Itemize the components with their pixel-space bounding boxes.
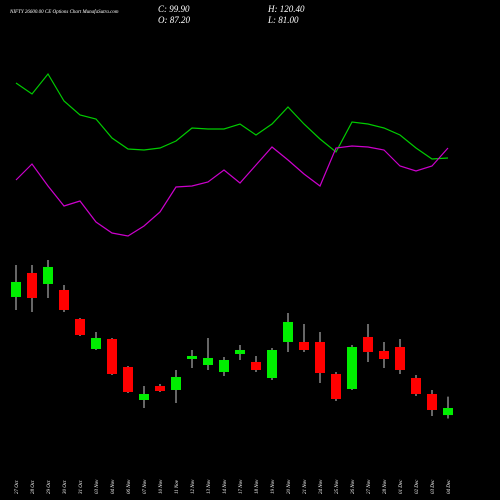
candle-body xyxy=(171,376,181,390)
x-tick-label: 04 Nov xyxy=(111,479,116,494)
candle-body xyxy=(91,337,101,349)
candle-body xyxy=(267,349,277,378)
candle-body xyxy=(299,341,309,350)
x-tick-label: 17 Nov xyxy=(239,479,244,494)
candle-body xyxy=(59,289,69,310)
candle-body xyxy=(11,281,21,297)
x-tick-label: 10 Nov xyxy=(159,479,164,494)
x-tick-label: 28 Nov xyxy=(383,479,388,494)
x-tick-label: 21 Nov xyxy=(303,479,308,494)
candle-body xyxy=(43,266,53,284)
candle-body xyxy=(219,359,229,372)
candle-body xyxy=(139,393,149,400)
x-tick-label: 03 Dec xyxy=(431,479,436,494)
candle-body xyxy=(107,338,117,374)
candle-body xyxy=(427,393,437,410)
ohlc-label: O: 87.20 xyxy=(158,15,190,25)
x-tick-label: 29 Oct xyxy=(47,480,52,494)
candle-body xyxy=(155,385,165,391)
indicator-line xyxy=(15,145,449,237)
x-tick-label: 24 Nov xyxy=(319,479,324,494)
candle-body xyxy=(347,346,357,389)
x-tick-label: 07 Nov xyxy=(143,479,148,494)
candle-body xyxy=(123,366,133,392)
candle-body xyxy=(283,321,293,342)
x-tick-label: 02 Dec xyxy=(415,479,420,494)
x-tick-label: 25 Nov xyxy=(335,479,340,494)
candle-body xyxy=(411,377,421,394)
x-tick-label: 04 Dec xyxy=(447,479,452,494)
chart-title: NIFTY 26600.00 CE Options Chart MunafaSu… xyxy=(9,10,119,15)
x-tick-label: 06 Nov xyxy=(127,479,132,494)
candle-body xyxy=(235,349,245,354)
indicator-line xyxy=(15,72,449,160)
x-tick-label: 11 Nov xyxy=(175,479,180,494)
x-tick-label: 27 Nov xyxy=(367,479,372,494)
candle-body xyxy=(187,355,197,359)
candle-body xyxy=(443,407,453,416)
x-tick-label: 26 Nov xyxy=(351,479,356,494)
x-tick-label: 28 Oct xyxy=(31,480,36,494)
ohlc-label: C: 99.90 xyxy=(158,4,190,14)
ohlc-label: H: 120.40 xyxy=(267,4,305,14)
x-tick-label: 12 Nov xyxy=(191,479,196,494)
candle-body xyxy=(27,272,37,298)
x-tick-label: 18 Nov xyxy=(255,479,260,494)
candle-body xyxy=(315,341,325,373)
candle-body xyxy=(203,357,213,365)
ohlc-label: L: 81.00 xyxy=(267,15,299,25)
x-tick-label: 03 Nov xyxy=(95,479,100,494)
candle-body xyxy=(331,373,341,399)
x-tick-label: 30 Oct xyxy=(63,480,68,494)
x-tick-label: 31 Oct xyxy=(79,480,84,494)
candle-body xyxy=(251,361,261,370)
x-tick-label: 27 Oct xyxy=(15,480,20,494)
x-tick-label: 19 Nov xyxy=(271,479,276,494)
x-tick-label: 20 Nov xyxy=(287,479,292,494)
candle-body xyxy=(379,350,389,359)
candle-body xyxy=(75,318,85,335)
candle-body xyxy=(395,346,405,370)
x-tick-label: 14 Nov xyxy=(223,479,228,494)
x-tick-label: 13 Nov xyxy=(207,479,212,494)
candle-body xyxy=(363,336,373,352)
x-tick-label: 01 Dec xyxy=(399,479,404,494)
